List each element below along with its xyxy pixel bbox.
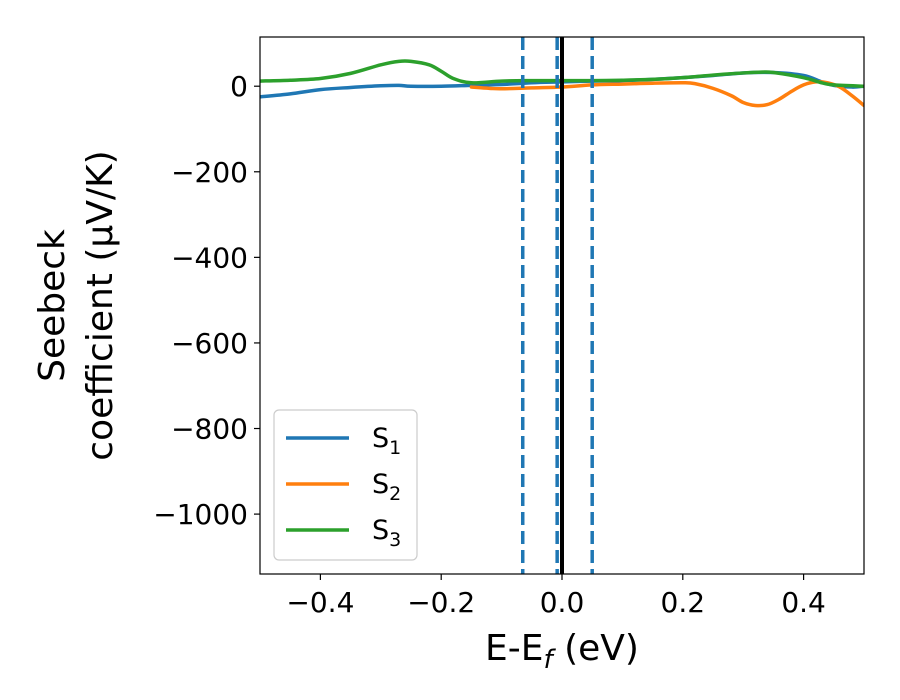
- y-tick-label: −200: [171, 156, 248, 189]
- y-axis-label-line2: coefficient (μV/K): [80, 150, 121, 460]
- x-tick-label: 0.4: [781, 586, 826, 619]
- y-tick-label: −400: [171, 241, 248, 274]
- plot-area: [260, 37, 864, 574]
- x-tick-label: 0.2: [661, 586, 706, 619]
- y-axis-label-line1: Seebeck: [32, 229, 73, 382]
- y-tick-label: −800: [171, 413, 248, 446]
- y-tick-label: −600: [171, 327, 248, 360]
- legend-label-s1: S1: [372, 423, 401, 459]
- x-tick-label: 0.0: [540, 586, 585, 619]
- x-axis-label: E-Ef (eV): [485, 628, 639, 675]
- x-tick-label: −0.2: [407, 586, 475, 619]
- series-line-s2: [469, 80, 864, 108]
- y-tick-label: −1000: [153, 498, 248, 531]
- y-tick-label: 0: [230, 70, 248, 103]
- axes: −0.4 −0.2 0.0 0.2 0.4 0 −200 −400 −600 −800 −1000: [153, 36, 865, 619]
- legend: S1 S2 S3: [273, 409, 418, 561]
- series-line-s3: [260, 59, 864, 88]
- legend-label-s3: S3: [372, 515, 401, 551]
- x-tick-label: −0.4: [286, 586, 354, 619]
- legend-label-s2: S2: [372, 469, 401, 505]
